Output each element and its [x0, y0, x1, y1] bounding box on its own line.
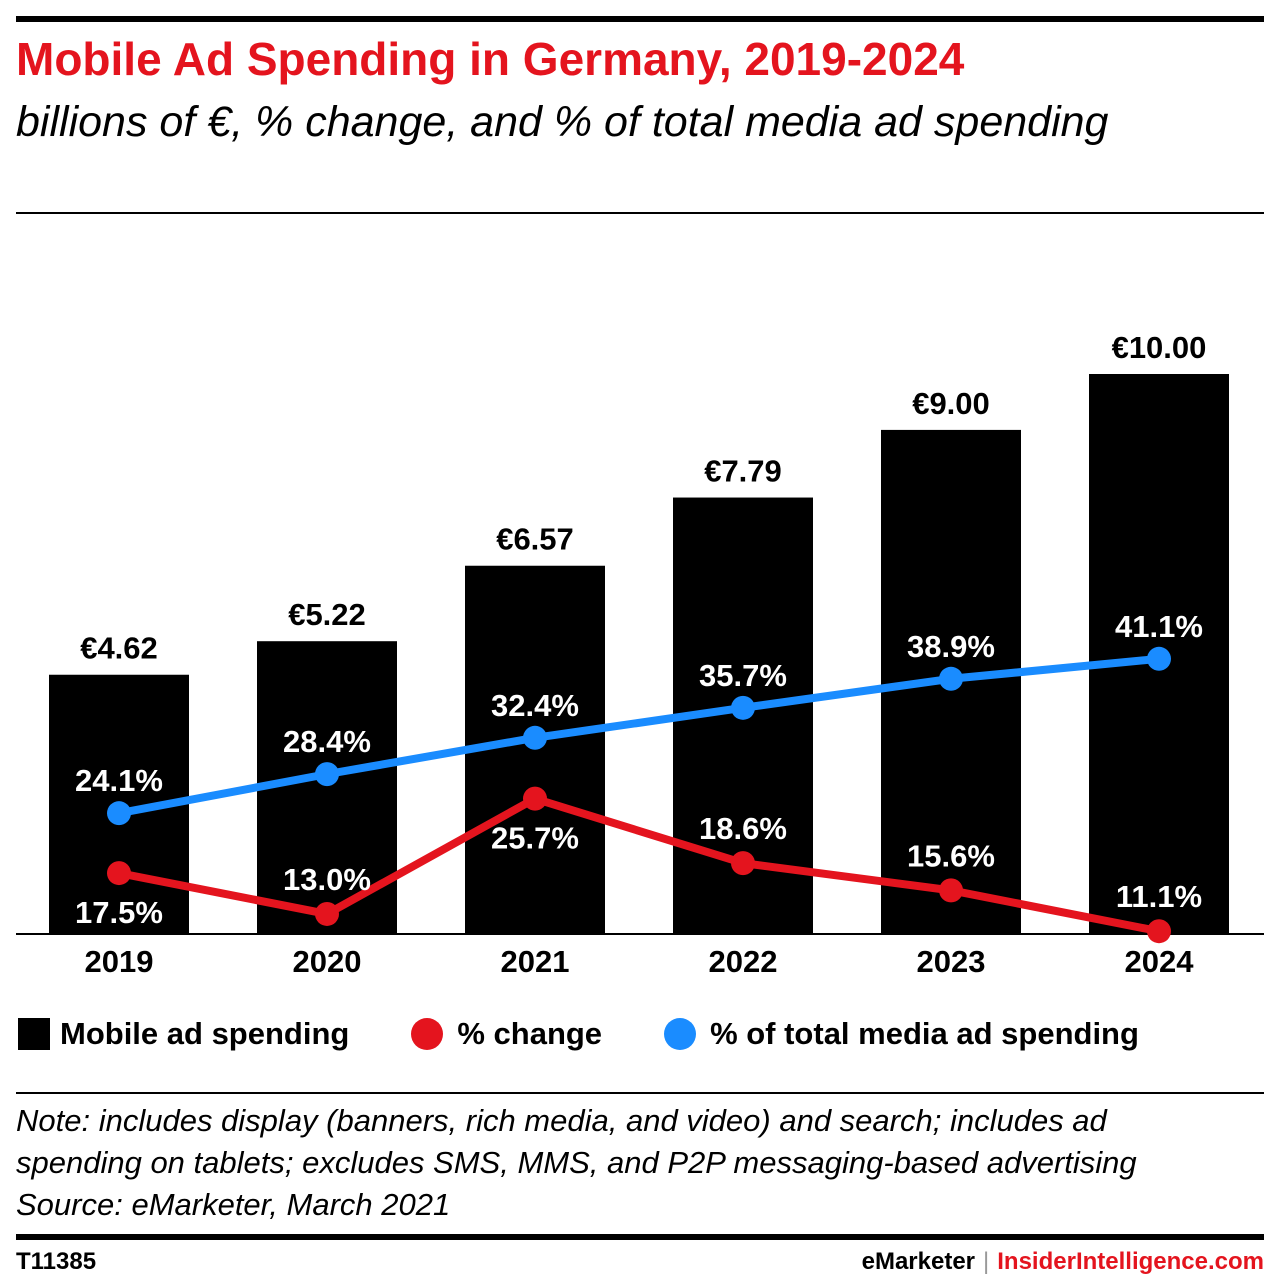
share-value-label: 38.9%	[907, 629, 995, 664]
legend-swatch-black	[18, 1018, 50, 1050]
legend-item-mobile-ad-spending: Mobile ad spending	[18, 1016, 349, 1052]
x-tick-label: 2020	[293, 944, 362, 979]
chart-note: Note: includes display (banners, rich me…	[16, 1100, 1276, 1226]
legend-item-change: % change	[411, 1016, 602, 1052]
brand-site-link[interactable]: InsiderIntelligence.com	[997, 1248, 1264, 1275]
note-line-2: spending on tablets; excludes SMS, MMS, …	[16, 1145, 1137, 1180]
change-value-label: 13.0%	[283, 862, 371, 897]
note-line-1: Note: includes display (banners, rich me…	[16, 1103, 1107, 1138]
change-value-label: 18.6%	[699, 811, 787, 846]
bar-value-label: €5.22	[288, 597, 366, 632]
change-point-2021	[523, 786, 547, 811]
change-point-2022	[731, 851, 755, 876]
legend-dot-blue	[664, 1018, 697, 1050]
top-rule	[16, 16, 1264, 22]
header-divider	[16, 212, 1264, 214]
share-line	[115, 654, 1163, 818]
x-tick-label: 2019	[85, 944, 154, 979]
x-tick-label: 2022	[709, 944, 778, 979]
bar-value-label: €7.79	[704, 454, 782, 489]
change-value-label: 25.7%	[491, 821, 579, 856]
share-value-label: 41.1%	[1115, 609, 1203, 644]
change-value-label: 17.5%	[75, 895, 163, 930]
share-value-label: 35.7%	[699, 658, 787, 693]
legend-label: % of total media ad spending	[710, 1016, 1139, 1051]
legend: Mobile ad spending % change % of total m…	[18, 1012, 1201, 1056]
footer-rule	[16, 1234, 1264, 1240]
change-point-2023	[939, 878, 963, 903]
footer-brand: eMarketer | InsiderIntelligence.com	[862, 1248, 1264, 1276]
source-line: Source: eMarketer, March 2021	[16, 1187, 451, 1222]
share-point-2023	[939, 666, 963, 691]
bar-value-label: €4.62	[80, 631, 158, 666]
share-value-label: 24.1%	[75, 763, 163, 798]
share-value-label: 32.4%	[491, 688, 579, 723]
x-tick-label: 2021	[501, 944, 570, 979]
x-tick-label: 2024	[1125, 944, 1195, 979]
legend-label: % change	[457, 1016, 603, 1051]
bar-value-label: €6.57	[496, 522, 574, 557]
change-value-label: 11.1%	[1116, 879, 1202, 914]
legend-item-share: % of total media ad spending	[664, 1016, 1139, 1052]
change-line	[115, 794, 1163, 936]
share-point-2021	[523, 725, 547, 750]
chart-title: Mobile Ad Spending in Germany, 2019-2024	[16, 33, 965, 85]
legend-label: Mobile ad spending	[60, 1016, 350, 1051]
x-tick-label: 2023	[917, 944, 986, 979]
change-point-2020	[315, 901, 339, 926]
bar-value-label: €10.00	[1112, 330, 1207, 365]
brand-separator: |	[983, 1248, 990, 1275]
chart-plot: €4.62 €5.22 €6.57 €7.79 €9.00 €10.00 2019 2020 2…	[16, 330, 1264, 979]
share-point-2020	[315, 762, 339, 787]
change-point-2019	[107, 861, 131, 886]
share-point-2024	[1147, 646, 1171, 671]
share-value-label: 28.4%	[283, 724, 371, 759]
chart-subtitle: billions of €, % change, and % of total …	[16, 98, 1109, 146]
share-point-2019	[107, 801, 131, 826]
change-value-label: 15.6%	[907, 838, 995, 873]
chart-id: T11385	[16, 1248, 97, 1275]
legend-dot-red	[411, 1018, 444, 1050]
bar-value-label: €9.00	[912, 386, 990, 421]
brand-name: eMarketer	[861, 1248, 976, 1275]
share-point-2022	[731, 695, 755, 720]
note-divider	[16, 1092, 1264, 1094]
change-point-2024	[1147, 919, 1171, 944]
